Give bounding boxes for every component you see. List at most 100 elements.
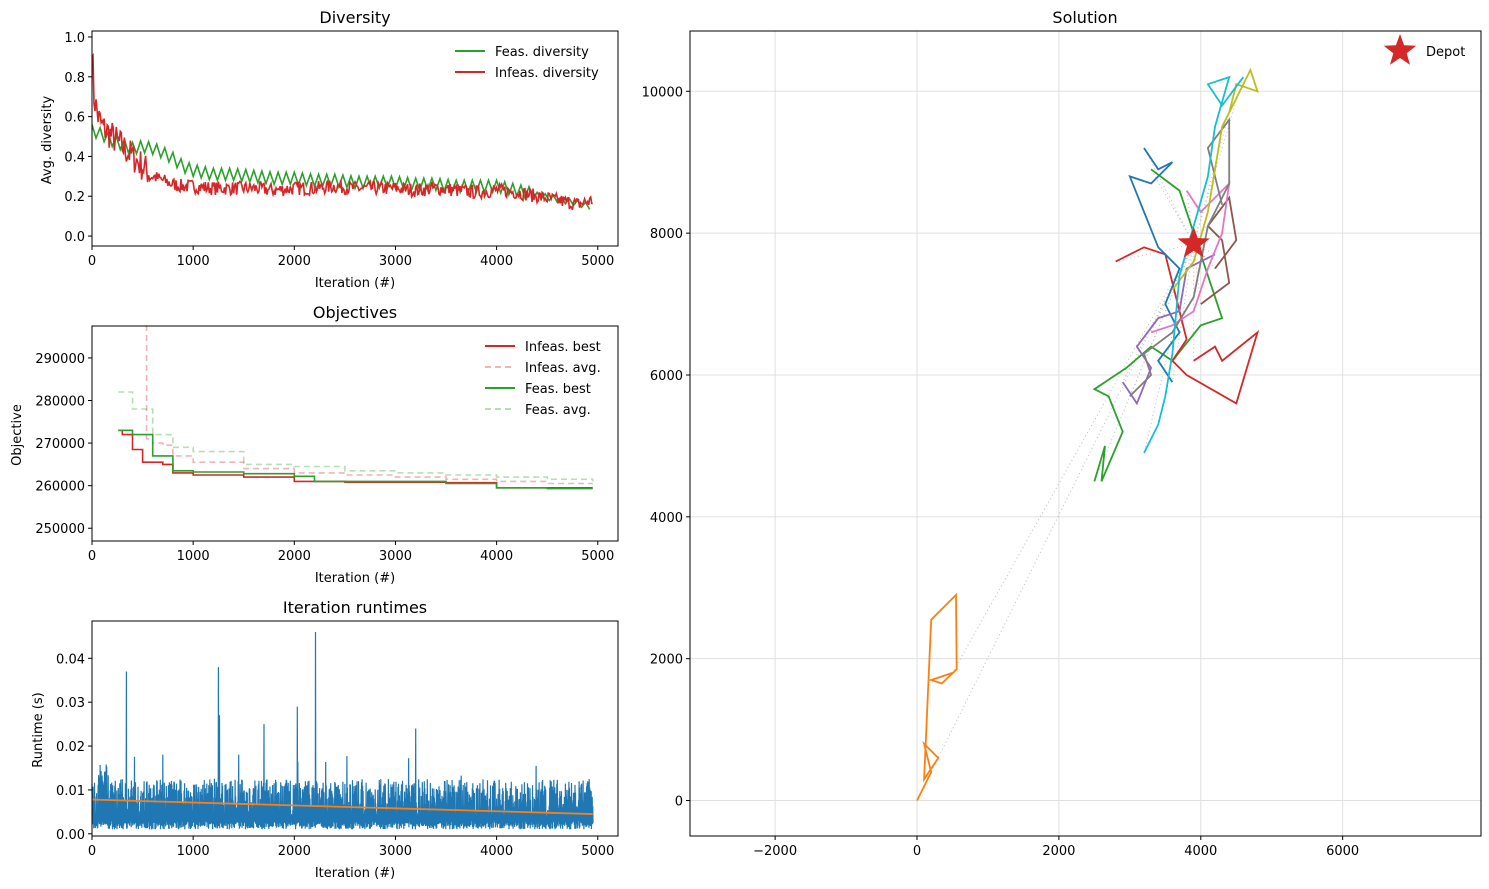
depot-link: [1193, 243, 1216, 269]
x-tick-label: 0: [88, 844, 96, 859]
solution-panel: Solution −2000 0 2000 4000 6000 0 2000 4000 600…: [642, 8, 1482, 859]
y-tick-label: 0: [675, 795, 683, 810]
x-tick-label: 2000: [278, 254, 311, 269]
solution-title: Solution: [1052, 8, 1117, 27]
diversity-ylabel: Avg. diversity: [40, 95, 55, 184]
y-tick-label: 6000: [650, 369, 683, 384]
runtimes-series: [91, 631, 594, 830]
diversity-title: Diversity: [319, 8, 390, 27]
y-tick-label: 0.2: [64, 190, 85, 205]
x-tick-label: 4000: [480, 844, 513, 859]
route-3: [1115, 246, 1260, 405]
runtimes-ylabel: Runtime (s): [31, 692, 46, 767]
series-line-trend: [91, 798, 593, 815]
route-6: [1200, 195, 1238, 305]
route-2: [1092, 168, 1224, 482]
depot-link: [1171, 243, 1195, 383]
x-tick-label: 3000: [379, 254, 412, 269]
depot-link: [952, 243, 1195, 674]
series-line-feas-avg: [118, 391, 594, 482]
route-5: [1121, 253, 1216, 406]
legend-infeas-best: Infeas. best: [525, 340, 601, 355]
x-tick-label: 2000: [278, 549, 311, 564]
series-line-feas-best: [118, 429, 593, 490]
x-tick-label: 2000: [278, 844, 311, 859]
legend-infeas-avg: Infeas. avg.: [525, 361, 601, 376]
runtimes-title: Iteration runtimes: [283, 598, 427, 617]
objectives-legend: Infeas. best Infeas. avg. Feas. best Fea…: [485, 340, 601, 418]
objectives-title: Objectives: [313, 303, 397, 322]
x-tick-label: 0: [88, 549, 96, 564]
y-tick-label: 0.0: [64, 230, 85, 245]
series-line-infeas-best: [118, 429, 593, 489]
legend-feas-avg: Feas. avg.: [525, 403, 591, 418]
x-tick-label: 6000: [1326, 844, 1359, 859]
runtimes-axes-frame: [91, 620, 619, 837]
y-tick-label: 0.03: [56, 696, 85, 711]
legend-depot-star-icon: [1383, 34, 1417, 65]
route-10: [1143, 75, 1245, 454]
series-line-infeas-diversity: [91, 52, 593, 211]
x-tick-label: 5000: [581, 844, 614, 859]
x-tick-label: 1000: [177, 844, 210, 859]
y-tick-label: 280000: [35, 395, 85, 410]
route-4: [1128, 147, 1181, 383]
legend-feas-best: Feas. best: [525, 382, 591, 397]
y-tick-label: 0.04: [56, 652, 85, 667]
series-line-feas-diversity: [91, 124, 591, 210]
y-tick-label: 0.02: [56, 740, 85, 755]
x-tick-label: 4000: [1184, 844, 1217, 859]
route-8: [1129, 117, 1231, 397]
x-tick-label: 1000: [177, 254, 210, 269]
x-tick-label: 5000: [581, 549, 614, 564]
y-tick-label: 0.6: [64, 111, 85, 126]
objectives-panel: Objectives 0 1000 2000 3000 4000 5000 250000 2…: [10, 303, 619, 586]
y-tick-label: 270000: [35, 437, 85, 452]
diversity-xlabel: Iteration (#): [315, 276, 395, 291]
legend-feas-diversity: Feas. diversity: [495, 45, 589, 60]
y-tick-label: 10000: [642, 85, 683, 100]
x-tick-label: 4000: [480, 254, 513, 269]
diversity-legend: Feas. diversity Infeas. diversity: [455, 45, 599, 81]
y-tick-label: 0.01: [56, 784, 85, 799]
x-tick-label: 0: [913, 844, 921, 859]
solution-grid: [690, 31, 1481, 836]
x-tick-label: 3000: [379, 844, 412, 859]
y-tick-label: 1.0: [64, 31, 85, 46]
y-tick-label: 4000: [650, 511, 683, 526]
solution-depot: [1177, 226, 1210, 258]
y-tick-label: 8000: [650, 227, 683, 242]
objectives-xlabel: Iteration (#): [315, 571, 395, 586]
depot-link: [1150, 169, 1195, 245]
depot-link: [1115, 243, 1194, 262]
y-tick-label: 0.00: [56, 828, 85, 843]
y-tick-label: 290000: [35, 352, 85, 367]
depot-link: [1193, 76, 1244, 244]
legend-infeas-diversity: Infeas. diversity: [495, 66, 599, 81]
x-tick-label: 1000: [177, 549, 210, 564]
legend-depot: Depot: [1426, 45, 1465, 60]
y-tick-label: 250000: [35, 522, 85, 537]
runtimes-xlabel: Iteration (#): [315, 866, 395, 881]
runtimes-panel: Iteration runtimes 0 1000 2000 3000 4000 5000…: [31, 598, 619, 881]
x-tick-label: 0: [88, 254, 96, 269]
x-tick-label: 5000: [581, 254, 614, 269]
y-tick-label: 0.4: [64, 150, 85, 165]
y-tick-label: 2000: [650, 653, 683, 668]
objectives-axes-frame: [91, 325, 619, 542]
solution-routes: [916, 67, 1260, 801]
solution-depot-links: [916, 76, 1244, 801]
x-tick-label: 3000: [379, 549, 412, 564]
x-tick-label: −2000: [753, 844, 797, 859]
x-tick-label: 4000: [480, 549, 513, 564]
x-tick-label: 2000: [1042, 844, 1075, 859]
diversity-series: [91, 52, 593, 211]
diversity-panel: Diversity 0 1000 2000 3000 4000 5000 0.0 0.2 0.…: [40, 8, 619, 291]
objectives-series: [118, 325, 594, 490]
depot-star-icon: [1177, 226, 1210, 258]
solution-axes-frame: [689, 30, 1482, 837]
series-line-runtime: [91, 631, 594, 830]
series-line-infeas-avg: [145, 325, 593, 485]
route-1: [916, 592, 958, 801]
